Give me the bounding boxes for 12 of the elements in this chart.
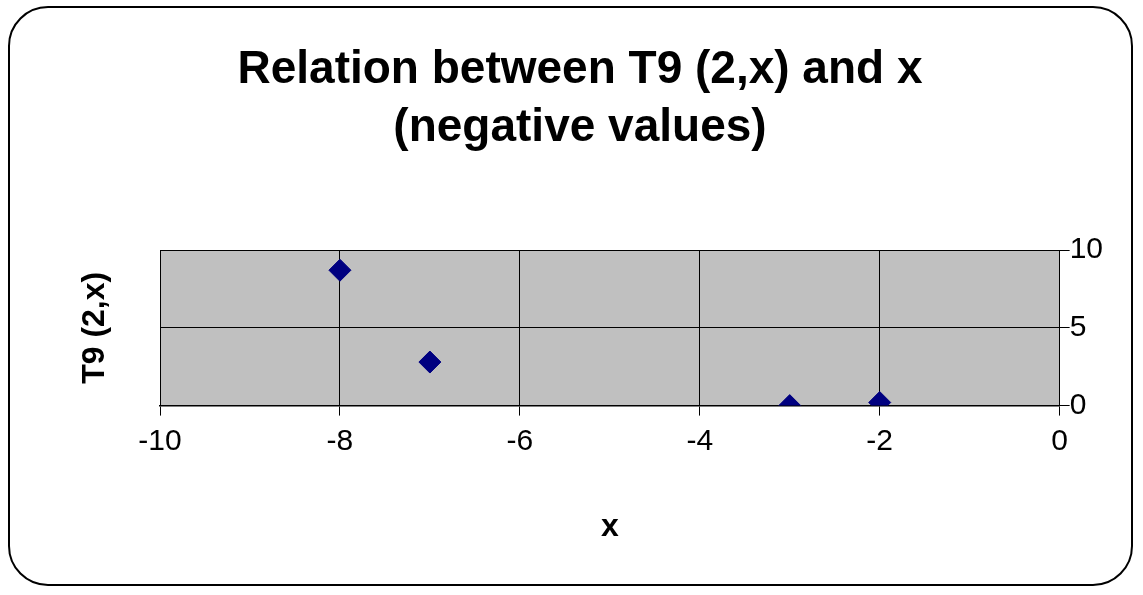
chart-title: Relation between T9 (2,x) and x (negative values) — [236, 40, 924, 153]
y-tick-label: 10 — [1069, 231, 1104, 265]
x-tick-label: -2 — [866, 422, 894, 456]
point — [328, 258, 352, 282]
x-axis-title: x — [600, 506, 619, 543]
x-tick-label: -10 — [138, 422, 182, 456]
y-tick-label: 5 — [1069, 309, 1087, 343]
x-tick-label: -6 — [506, 422, 534, 456]
x-tick-label: -4 — [686, 422, 714, 456]
y-tick-label: 0 — [1069, 386, 1087, 420]
x-tick-label: -8 — [326, 422, 354, 456]
y-axis-title: T9 (2,x) — [74, 271, 111, 384]
